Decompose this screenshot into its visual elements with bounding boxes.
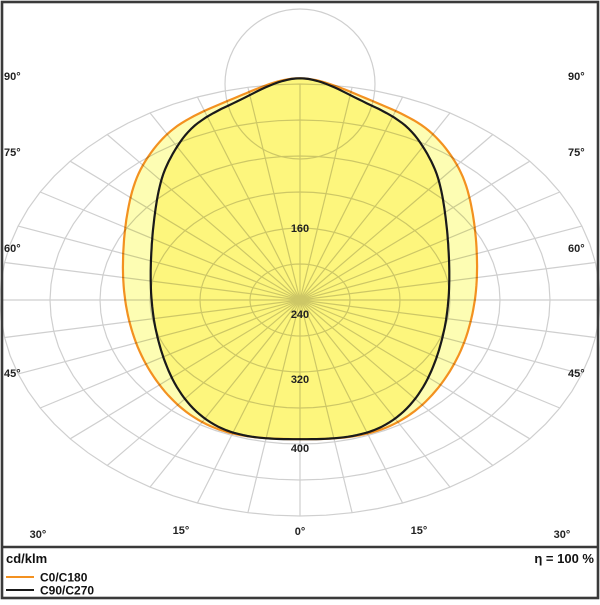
svg-text:160: 160 [291,223,309,235]
svg-text:60°: 60° [4,243,21,255]
svg-text:15°: 15° [173,525,190,537]
svg-text:90°: 90° [568,71,585,83]
svg-text:400: 400 [291,443,309,455]
svg-text:75°: 75° [4,147,21,159]
svg-text:320: 320 [291,374,309,386]
svg-text:45°: 45° [568,368,585,380]
svg-text:30°: 30° [30,529,47,541]
svg-text:45°: 45° [4,368,21,380]
svg-text:30°: 30° [554,529,571,541]
svg-text:15°: 15° [411,525,428,537]
svg-text:0°: 0° [295,526,306,538]
svg-text:cd/klm: cd/klm [6,551,47,566]
svg-text:60°: 60° [568,243,585,255]
svg-text:90°: 90° [4,71,21,83]
svg-text:η = 100 %: η = 100 % [534,551,594,566]
svg-text:240: 240 [291,309,309,321]
svg-text:75°: 75° [568,147,585,159]
svg-text:C90/C270: C90/C270 [40,584,94,598]
svg-text:C0/C180: C0/C180 [40,571,88,585]
